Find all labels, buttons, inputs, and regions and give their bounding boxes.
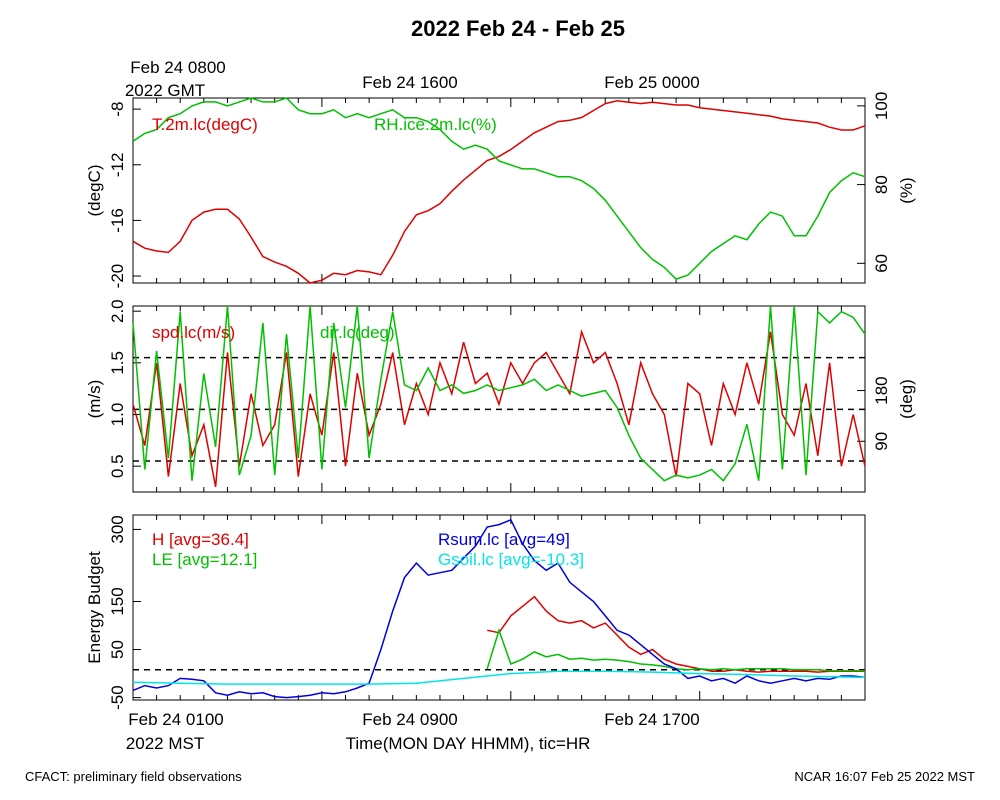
series-line-dir-lc-deg- [132,305,866,482]
y-tick-label-left: 150 [108,587,127,615]
y-tick-label-left: 0.5 [108,454,127,478]
series-label: RH.ice.2m.lc(%) [374,115,497,134]
y-axis-label-left: Energy Budget [85,551,104,664]
y-axis-label-left: (m/s) [85,380,104,419]
bottom-time-label-1a: Feb 24 0100 [128,710,223,729]
y-axis-label-right: (deg) [897,379,916,419]
top-time-label-1a: Feb 24 0800 [130,58,225,77]
bottom-time-label-3: Feb 24 1700 [604,710,699,729]
panel-temperature-humidity: -20 -16 -12 -8 (degC) 60 80 100 (%) T.2m.lc(degC)… [85,92,916,289]
series-line-spd-lc-m-s- [132,329,866,487]
plot-frame [132,305,866,493]
series-line-t-2m-lc-degc- [132,100,866,284]
series-line-rh-ice-2m-lc- [132,97,866,280]
series-line-gsoil-lc [132,670,866,685]
annotation-h: H [avg=36.4] [152,530,249,549]
chart-title: 2022 Feb 24 - Feb 25 [411,16,625,41]
annotation-le: LE [avg=12.1] [152,550,257,569]
y-tick-label-right: 100 [872,92,891,120]
footer-right: NCAR 16:07 Feb 25 2022 MST [794,769,975,784]
x-axis-label: Time(MON DAY HHMM), tic=HR [346,734,591,753]
y-tick-label-left: 2.0 [108,299,127,323]
panel-wind: 0.5 1.0 1.5 2.0 (m/s) 90 180 (deg) spd.lc(m/s) di… [85,299,916,493]
plot-frame [132,97,866,284]
series-label: spd.lc(m/s) [152,323,235,342]
y-tick-label-right: 80 [872,175,891,194]
y-tick-label-left: 300 [108,515,127,543]
top-time-label-2: Feb 24 1600 [362,73,457,92]
y-tick-label-left: -12 [108,152,127,177]
series-label: T.2m.lc(degC) [152,115,258,134]
plot-frame [132,514,866,701]
y-axis-label-left: (degC) [85,165,104,217]
series-label: dir.lc(deg) [320,323,395,342]
top-time-label-3: Feb 25 0000 [604,73,699,92]
y-tick-label-left: -20 [108,264,127,289]
y-tick-label-right: 90 [872,432,891,451]
y-axis-label-right: (%) [897,177,916,203]
y-tick-label-left: 1.5 [108,351,127,375]
y-tick-label-right: 60 [872,254,891,273]
bottom-time-label-2: Feb 24 0900 [362,710,457,729]
top-time-label-1b: 2022 GMT [125,81,205,100]
y-tick-label-left: 1.0 [108,403,127,427]
series-line-h [487,595,865,673]
y-tick-label-left: -50 [108,685,127,710]
bottom-time-label-1b: 2022 MST [126,734,204,753]
y-tick-label-left: 50 [108,640,127,659]
annotation-rsum-lc: Rsum.lc [avg=49] [438,530,570,549]
y-tick-label-right: 180 [872,376,891,404]
series-line-rsum-lc [132,518,866,699]
y-tick-label-left: -8 [108,102,127,117]
y-tick-label-left: -16 [108,208,127,233]
annotation-gsoil-lc: Gsoil.lc [avg=-10.3] [438,550,584,569]
footer-left: CFACT: preliminary field observations [25,769,242,784]
